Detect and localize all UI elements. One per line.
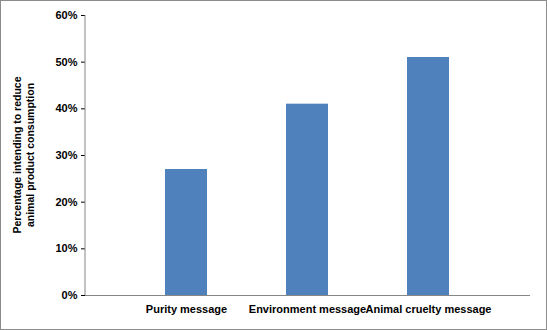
svg-text:Purity message: Purity message (146, 303, 227, 315)
svg-text:40%: 40% (55, 102, 77, 114)
svg-text:20%: 20% (55, 196, 77, 208)
svg-text:50%: 50% (55, 56, 77, 68)
svg-text:Environment message: Environment message (249, 303, 366, 315)
svg-text:Animal cruelty message: Animal cruelty message (366, 303, 492, 315)
svg-text:10%: 10% (55, 242, 77, 254)
svg-text:Percentage intending to reduce: Percentage intending to reduceanimal pro… (11, 76, 36, 233)
svg-text:60%: 60% (55, 9, 77, 21)
svg-text:30%: 30% (55, 149, 77, 161)
svg-text:0%: 0% (62, 289, 78, 301)
